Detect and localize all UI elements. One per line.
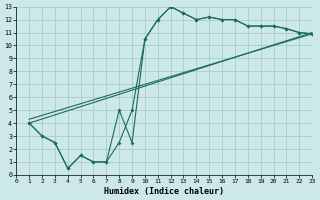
X-axis label: Humidex (Indice chaleur): Humidex (Indice chaleur) [104,187,224,196]
